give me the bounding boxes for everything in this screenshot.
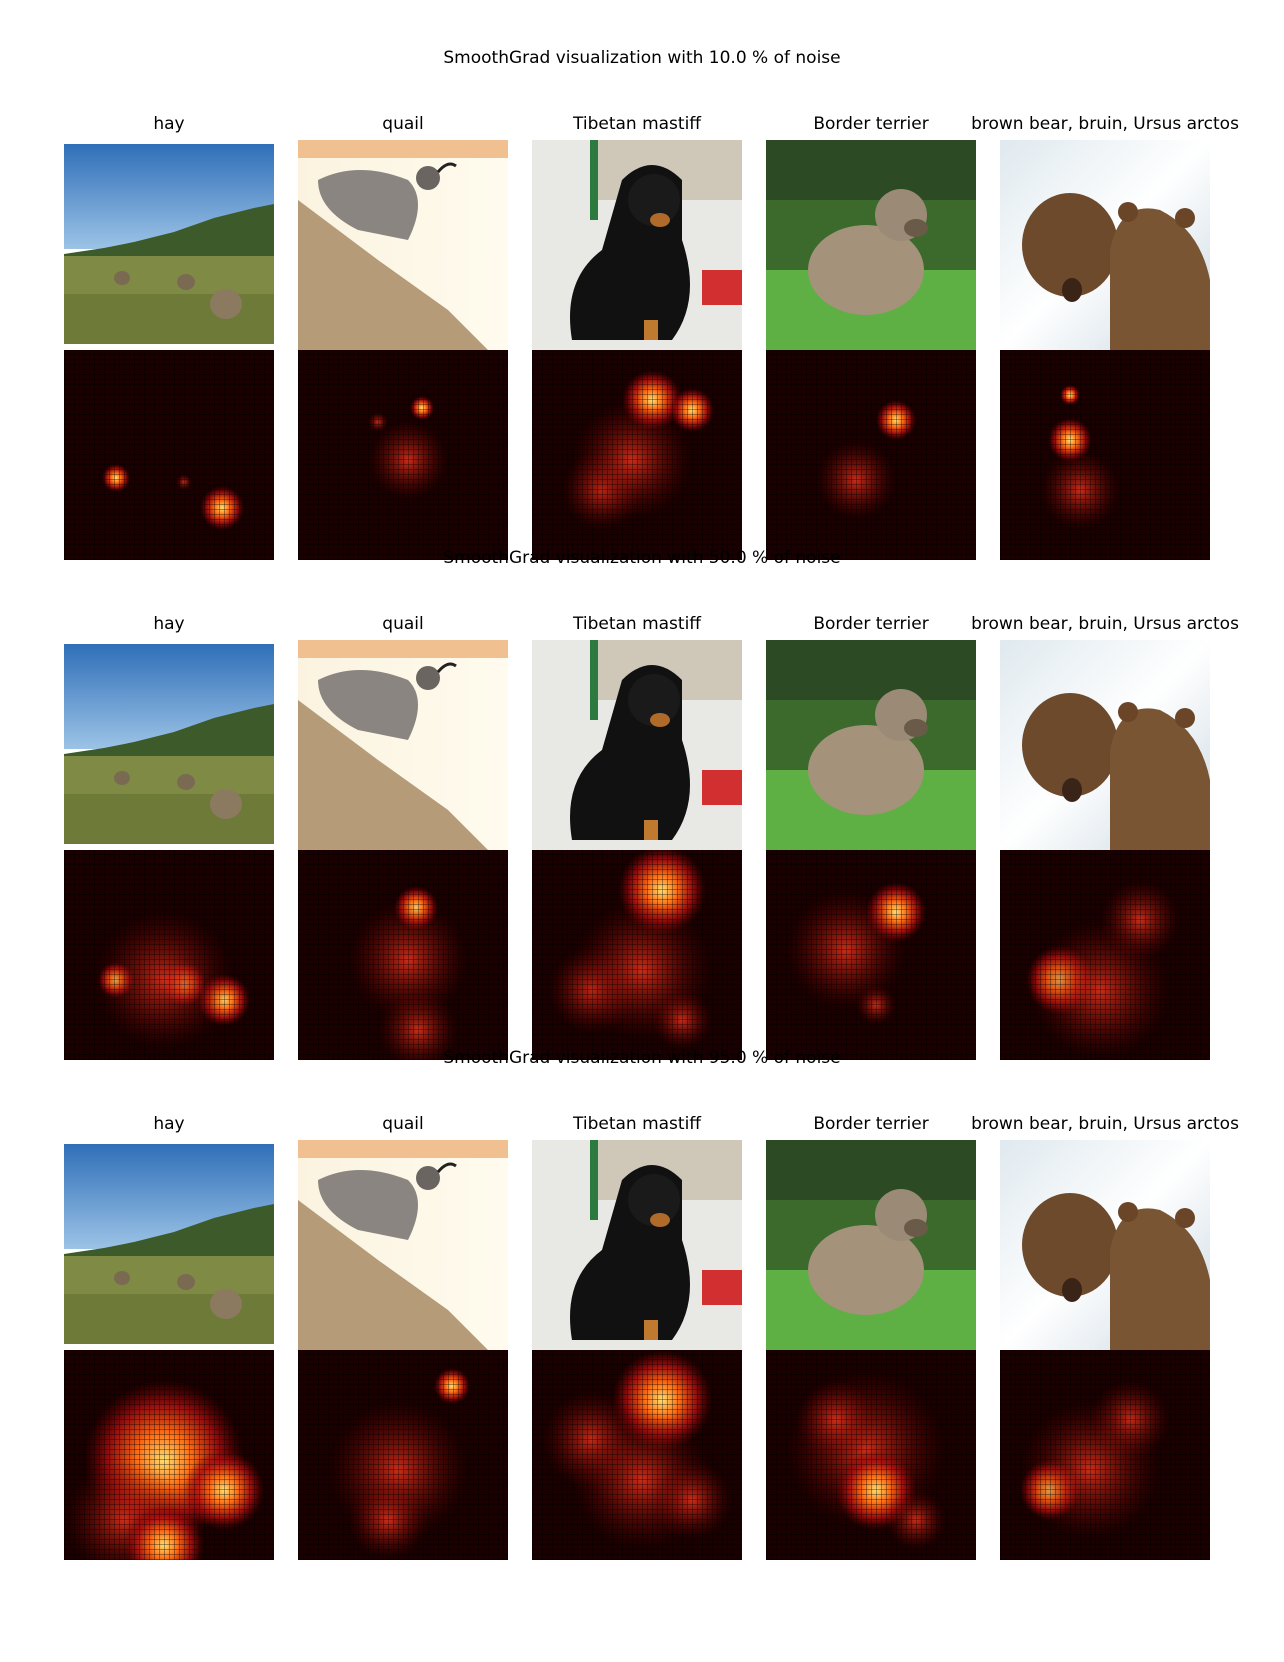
quail-saliency-map	[298, 850, 508, 1060]
hay-saliency-map	[64, 850, 274, 1060]
class-label: Border terrier	[813, 1114, 929, 1134]
class-label: brown bear, bruin, Ursus arctos	[971, 614, 1239, 634]
class-label: Border terrier	[813, 614, 929, 634]
class-label: quail	[382, 114, 424, 134]
hay-saliency-map	[64, 350, 274, 560]
class-label: hay	[153, 114, 185, 134]
border-terrier-photo	[766, 140, 976, 350]
tibetan-mastiff-saliency-map	[532, 1350, 742, 1560]
border-terrier-saliency-map	[766, 1350, 976, 1560]
border-terrier-photo	[766, 1140, 976, 1350]
brown-bear-photo	[1000, 640, 1210, 850]
tibetan-mastiff-photo	[532, 140, 742, 350]
quail-photo	[298, 140, 508, 350]
class-label: quail	[382, 1114, 424, 1134]
class-label: Tibetan mastiff	[572, 614, 702, 634]
border-terrier-saliency-map	[766, 850, 976, 1060]
hay-photo	[64, 644, 274, 844]
quail-saliency-map	[298, 350, 508, 560]
quail-photo	[298, 1140, 508, 1350]
quail-photo	[298, 640, 508, 850]
class-label: hay	[153, 1114, 185, 1134]
quail-saliency-map	[298, 1350, 508, 1560]
tibetan-mastiff-saliency-map	[532, 850, 742, 1060]
class-label: quail	[382, 614, 424, 634]
brown-bear-saliency-map	[1000, 850, 1210, 1060]
section-10-noise: SmoothGrad visualization with 10.0 % of …	[0, 0, 1284, 560]
border-terrier-saliency-map	[766, 350, 976, 560]
tibetan-mastiff-saliency-map	[532, 350, 742, 560]
tibetan-mastiff-photo	[532, 1140, 742, 1350]
class-label: hay	[153, 614, 185, 634]
section-50-noise: SmoothGrad visualization with 50.0 % of …	[0, 500, 1284, 1060]
border-terrier-photo	[766, 640, 976, 850]
brown-bear-photo	[1000, 1140, 1210, 1350]
class-label: brown bear, bruin, Ursus arctos	[971, 1114, 1239, 1134]
class-label: brown bear, bruin, Ursus arctos	[971, 114, 1239, 134]
hay-photo	[64, 144, 274, 344]
section-title: SmoothGrad visualization with 10.0 % of …	[443, 48, 841, 68]
hay-photo	[64, 1144, 274, 1344]
brown-bear-saliency-map	[1000, 350, 1210, 560]
section-95-noise: SmoothGrad visualization with 95.0 % of …	[0, 1000, 1284, 1560]
brown-bear-saliency-map	[1000, 1350, 1210, 1560]
tibetan-mastiff-photo	[532, 640, 742, 850]
hay-saliency-map	[64, 1350, 274, 1560]
section-title: SmoothGrad visualization with 95.0 % of …	[443, 1048, 841, 1068]
brown-bear-photo	[1000, 140, 1210, 350]
class-label: Tibetan mastiff	[572, 1114, 702, 1134]
class-label: Border terrier	[813, 114, 929, 134]
class-label: Tibetan mastiff	[572, 114, 702, 134]
section-title: SmoothGrad visualization with 50.0 % of …	[443, 548, 841, 568]
